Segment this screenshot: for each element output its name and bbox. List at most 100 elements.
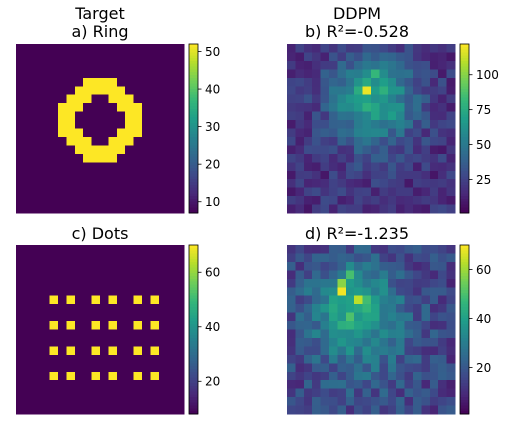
heatmap-cell [329, 329, 338, 339]
heatmap-cell [421, 329, 431, 339]
colorbar-segment [189, 399, 198, 404]
heatmap-cell [413, 371, 422, 381]
heatmap-cell [429, 179, 439, 188]
heatmap-cell [354, 187, 363, 197]
heatmap-cell [396, 346, 405, 356]
heatmap-cell [312, 261, 321, 271]
heatmap-cell [287, 312, 296, 322]
heatmap-cell [91, 44, 101, 53]
heatmap-cell [175, 380, 185, 389]
heatmap-cell [303, 136, 313, 146]
heatmap-cell [167, 86, 176, 96]
heatmap-cell [287, 270, 296, 280]
heatmap-cell [150, 346, 160, 356]
heatmap-cell [354, 354, 363, 364]
heatmap-cell [371, 321, 380, 330]
heatmap-cell [100, 312, 109, 322]
heatmap-cell [100, 245, 109, 254]
heatmap-cell [429, 77, 439, 87]
heatmap-cell [116, 111, 126, 121]
heatmap-cell [379, 397, 389, 406]
heatmap-cell [16, 346, 25, 356]
heatmap-cell [49, 278, 59, 288]
colorbar-tick-label: 20 [476, 361, 491, 375]
heatmap-cell [16, 363, 25, 373]
heatmap-cell [158, 204, 168, 214]
heatmap-cell [66, 103, 76, 112]
heatmap-cell [345, 69, 355, 79]
heatmap-cell [16, 187, 25, 197]
heatmap-cell [413, 103, 422, 112]
heatmap-cell [83, 179, 92, 188]
heatmap-cell [74, 60, 84, 70]
heatmap-cell [438, 196, 447, 205]
heatmap-cell [429, 60, 439, 70]
heatmap-cell [303, 245, 313, 254]
heatmap-cell [312, 346, 321, 356]
heatmap-cell [421, 397, 431, 406]
heatmap-cell [16, 354, 25, 364]
heatmap-cell [100, 52, 109, 62]
heatmap-cell [295, 278, 305, 288]
heatmap-cell [303, 86, 313, 96]
heatmap-cell [379, 60, 389, 70]
heatmap-cell [429, 204, 439, 214]
heatmap-cell [396, 245, 405, 254]
colorbar-segment [460, 170, 469, 174]
heatmap-cell [312, 270, 321, 280]
heatmap-cell [354, 245, 363, 254]
heatmap-cell [354, 371, 363, 381]
heatmap-cell [167, 371, 176, 381]
heatmap-cell [404, 60, 414, 70]
heatmap-cell [125, 321, 134, 330]
heatmap-cell [404, 337, 414, 347]
heatmap-cell [142, 94, 151, 104]
colorbar-segment [460, 173, 469, 177]
heatmap-cell [396, 329, 405, 339]
heatmap-cell [337, 405, 347, 415]
heatmap-cell [379, 136, 389, 146]
colorbar-segment [189, 247, 198, 252]
heatmap-cell [371, 337, 380, 347]
heatmap-cell [438, 120, 447, 129]
heatmap-cell [421, 270, 431, 280]
heatmap-cell [387, 94, 397, 104]
heatmap-cell [175, 120, 185, 129]
heatmap-cell [354, 278, 363, 288]
heatmap-cell [337, 162, 347, 172]
heatmap-cell [49, 245, 59, 254]
heatmap-cell [320, 60, 330, 70]
heatmap-cell [58, 261, 67, 271]
heatmap-cell [175, 388, 185, 398]
heatmap-cell [371, 136, 380, 146]
heatmap-cell [133, 136, 143, 146]
heatmap-cell [116, 278, 126, 288]
heatmap-cell [429, 253, 439, 263]
heatmap-cell [125, 270, 134, 280]
heatmap-cell [91, 145, 101, 155]
heatmap-cell [362, 196, 372, 205]
heatmap-cell [175, 136, 185, 146]
heatmap-cell [429, 136, 439, 146]
heatmap-cell [142, 397, 151, 406]
heatmap-cell [158, 354, 168, 364]
heatmap-cell [421, 170, 431, 180]
heatmap-cell [74, 337, 84, 347]
colorbar-segment [460, 383, 469, 387]
heatmap-cell [74, 346, 84, 356]
heatmap-cell [429, 287, 439, 297]
heatmap-cell [83, 346, 92, 356]
colorbar-segment [460, 72, 469, 76]
colorbar-segment [189, 167, 198, 172]
heatmap-cell [74, 321, 84, 330]
heatmap-cell [24, 329, 34, 339]
heatmap-cell [354, 321, 363, 330]
heatmap-cell [116, 120, 126, 129]
colorbar-segment [189, 298, 198, 302]
colorbar-segment [189, 312, 198, 316]
heatmap-cell [303, 204, 313, 214]
colorbar-segment [189, 281, 198, 285]
heatmap-cell [58, 270, 67, 280]
heatmap-cell [438, 204, 447, 214]
